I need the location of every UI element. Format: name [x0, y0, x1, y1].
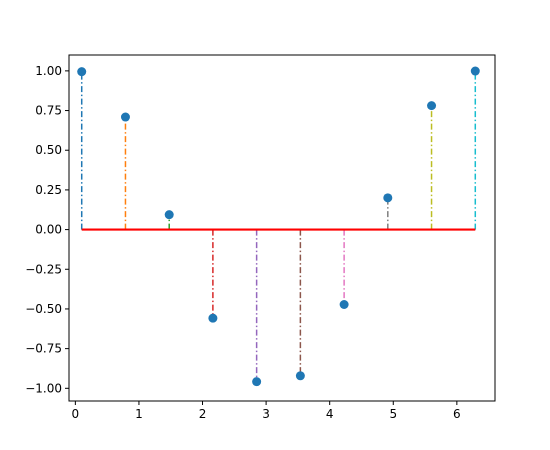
stem-marker-3: [208, 313, 218, 323]
y-axis-ticks: 1.00 0.75 0.50 0.25 0.00 −0.25 −0.50 −0.75 −1.00: [25, 64, 69, 395]
y-tick-label-4: 0.00: [35, 223, 62, 237]
y-tick-label-7: −0.75: [25, 342, 62, 356]
y-tick-label-3: 0.25: [35, 183, 62, 197]
stem-marker-2: [164, 210, 174, 220]
y-tick-label-0: 1.00: [35, 64, 62, 78]
stem-lines: [80, 71, 477, 382]
stem-marker-8: [427, 101, 437, 111]
stem-marker-0: [77, 67, 87, 77]
stem-marker-7: [383, 193, 393, 203]
axes-frame: [68, 54, 496, 402]
x-axis-ticks: 0 1 2 3 4 5 6: [72, 401, 461, 421]
stem-marker-1: [120, 112, 130, 122]
y-tick-label-1: 0.75: [35, 104, 62, 118]
x-tick-label-0: 0: [72, 407, 80, 421]
stem-marker-5: [295, 371, 305, 381]
stem-markers: [77, 66, 480, 387]
x-tick-label-4: 4: [326, 407, 334, 421]
y-tick-label-2: 0.50: [35, 143, 62, 157]
stem-marker-6: [339, 300, 349, 310]
x-tick-label-1: 1: [135, 407, 143, 421]
plot-frame: [68, 54, 496, 402]
x-tick-label-6: 6: [453, 407, 461, 421]
x-tick-label-5: 5: [389, 407, 397, 421]
stem-marker-4: [252, 377, 262, 387]
x-tick-label-2: 2: [199, 407, 207, 421]
y-tick-label-8: −1.00: [25, 381, 62, 395]
stem-marker-9: [470, 66, 480, 76]
x-tick-label-3: 3: [262, 407, 270, 421]
y-tick-label-5: −0.25: [25, 262, 62, 276]
y-tick-label-6: −0.50: [25, 302, 62, 316]
